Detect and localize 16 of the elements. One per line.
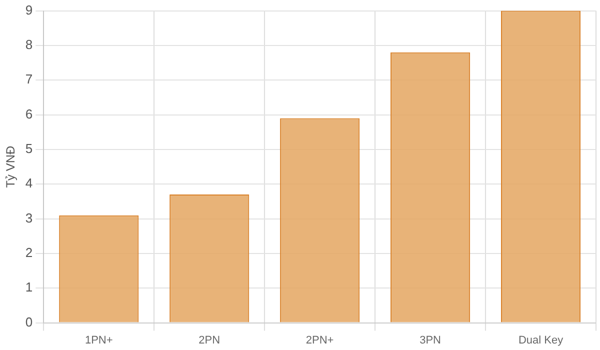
y-tick-label: 4 bbox=[25, 176, 33, 191]
x-tick-label: 2PN bbox=[198, 334, 220, 346]
y-tick-label: 1 bbox=[25, 280, 33, 295]
y-tick-label: 7 bbox=[25, 72, 33, 87]
y-tick-label: 3 bbox=[25, 210, 33, 226]
y-axis-title: Tỷ VNĐ bbox=[4, 145, 18, 188]
y-tick-label: 9 bbox=[25, 2, 33, 18]
x-tick-label: Dual Key bbox=[518, 334, 564, 346]
y-tick-label: 5 bbox=[25, 141, 33, 156]
y-tick-label: 0 bbox=[25, 314, 33, 330]
y-tick-label: 8 bbox=[25, 37, 33, 52]
x-tick-label: 2PN+ bbox=[306, 334, 334, 346]
y-tick-label: 6 bbox=[25, 106, 33, 122]
y-tick-label: 2 bbox=[25, 245, 33, 260]
x-tick-label: 1PN+ bbox=[84, 334, 113, 346]
x-tick-label: 3PN bbox=[420, 334, 442, 346]
